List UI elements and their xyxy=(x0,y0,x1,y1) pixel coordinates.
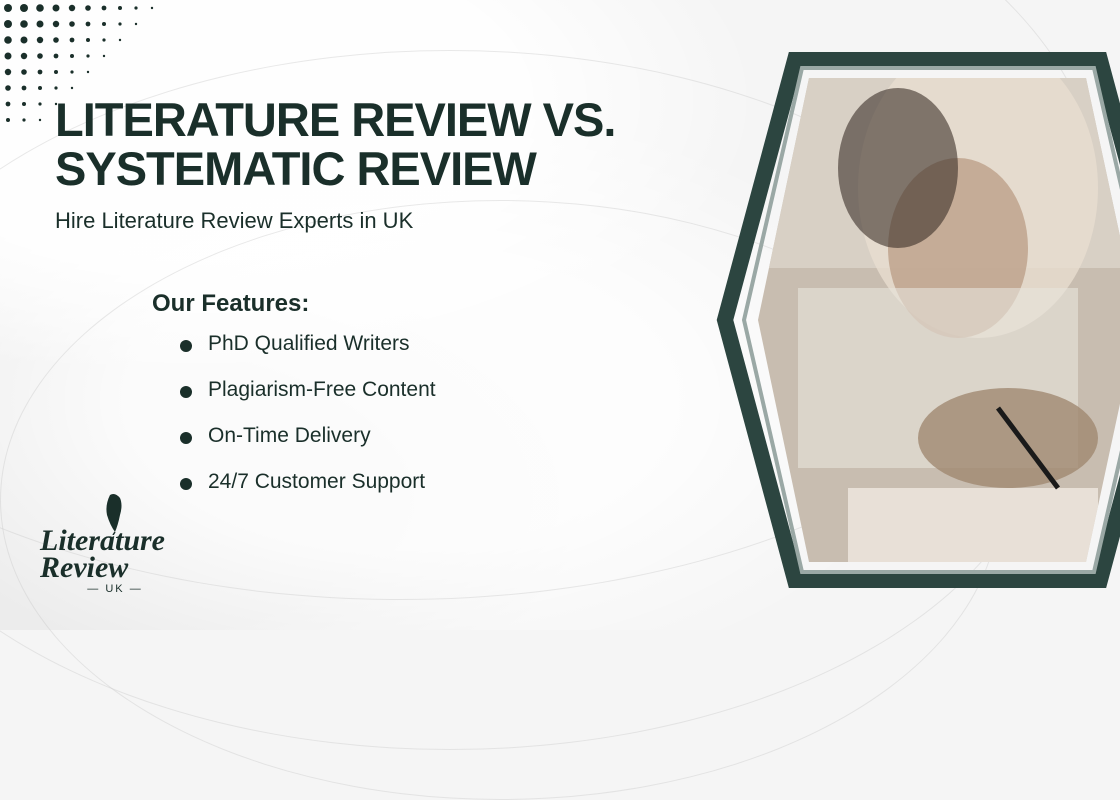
feature-item: Plagiarism-Free Content xyxy=(180,378,436,402)
features-list: PhD Qualified Writers Plagiarism-Free Co… xyxy=(180,332,436,516)
brand-logo: Literature Review — UK — xyxy=(40,490,190,595)
subtitle: Hire Literature Review Experts in UK xyxy=(55,208,413,234)
feature-item: 24/7 Customer Support xyxy=(180,470,436,494)
page-title: Literature Review vs. Systematic Review xyxy=(55,95,695,194)
logo-text: Literature Review xyxy=(40,527,190,581)
hex-photo-clip xyxy=(698,68,1120,572)
photo-hexagon-frame xyxy=(670,40,1120,600)
feature-item: On-Time Delivery xyxy=(180,424,436,448)
feature-item: PhD Qualified Writers xyxy=(180,332,436,356)
logo-subtext: — UK — xyxy=(40,583,190,595)
features-heading: Our Features: xyxy=(152,290,309,318)
